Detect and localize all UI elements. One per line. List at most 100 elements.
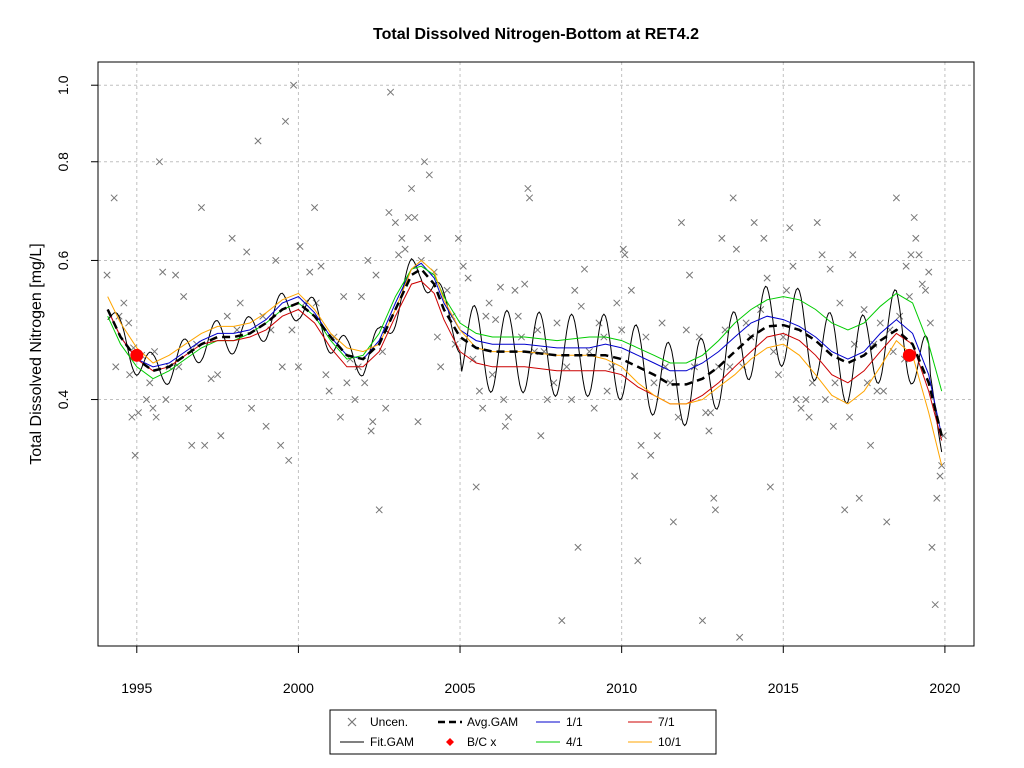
data-point [361, 379, 369, 387]
data-point [729, 194, 737, 202]
data-point [525, 194, 534, 202]
data-point [553, 319, 561, 327]
uncensored-points [103, 81, 947, 641]
data-point [236, 299, 244, 307]
x-tick-label: 2015 [768, 680, 799, 696]
data-point [537, 432, 545, 440]
legend-s7: 7/1 [628, 715, 675, 729]
data-point [485, 299, 493, 307]
data-point [433, 333, 441, 341]
data-point [395, 251, 403, 259]
fit-gam-line [107, 257, 943, 453]
data-point [437, 363, 445, 371]
data-point [391, 219, 399, 227]
data-point [306, 268, 314, 276]
data-point [357, 293, 365, 301]
data-point [272, 256, 280, 264]
data-point [375, 506, 383, 514]
data-point [172, 271, 180, 279]
data-point [311, 204, 319, 212]
data-point [879, 387, 888, 395]
data-point [152, 413, 160, 421]
data-point [521, 280, 529, 288]
data-point [155, 158, 163, 166]
legend-fit-gam-label: Fit.GAM [370, 735, 414, 749]
data-point [420, 158, 429, 166]
data-point [813, 219, 821, 227]
data-point [201, 441, 209, 449]
data-point [876, 319, 884, 327]
legend-bc: B/C x [446, 735, 496, 749]
avg-gam-line-group [106, 267, 943, 436]
data-point [262, 422, 270, 430]
data-point [563, 363, 571, 371]
data-point [789, 262, 797, 270]
data-point [736, 633, 744, 641]
series-line-s4 [107, 265, 943, 392]
data-point [627, 286, 635, 294]
data-point [472, 483, 480, 491]
data-point [294, 363, 302, 371]
data-point [524, 184, 532, 193]
data-point [149, 404, 157, 412]
fit-gam-line-group [107, 257, 943, 453]
data-point [590, 404, 598, 412]
data-point [131, 451, 139, 459]
data-point [574, 543, 582, 551]
data-point [214, 371, 222, 379]
data-point [247, 404, 256, 412]
data-point [926, 319, 934, 327]
chart-title: Total Dissolved Nitrogen-Bottom at RET4.… [373, 26, 699, 43]
data-point [867, 441, 875, 449]
data-point [718, 234, 726, 242]
data-point [398, 234, 406, 242]
data-point [912, 234, 920, 242]
data-point [411, 213, 419, 222]
data-point [571, 286, 579, 294]
data-point [496, 283, 504, 291]
data-point [112, 363, 120, 371]
data-point [454, 234, 462, 242]
data-point [492, 316, 500, 324]
data-point [500, 395, 508, 404]
data-point [826, 265, 834, 273]
data-point [836, 299, 844, 307]
data-point [511, 286, 519, 294]
data-point [207, 375, 215, 383]
data-point [459, 262, 467, 270]
data-point [873, 387, 881, 395]
data-point [146, 379, 154, 387]
data-point [896, 312, 904, 320]
axes: 1995 2000 2005 2010 2015 2020 0.4 0.6 0.8 1.0 [55, 75, 961, 696]
x-tick-label: 2000 [283, 680, 314, 696]
data-point [103, 271, 111, 279]
legend-uncen-label: Uncen. [370, 715, 408, 729]
data-point [647, 451, 655, 459]
data-point [125, 319, 133, 327]
legend-s1: 1/1 [536, 715, 583, 729]
data-point [367, 427, 375, 435]
bc-points [130, 348, 916, 362]
data-point [677, 219, 686, 227]
data-point [658, 319, 666, 327]
data-point [369, 418, 377, 426]
data-point [317, 262, 325, 270]
data-point [180, 293, 188, 301]
data-point [905, 293, 913, 301]
data-point [126, 371, 134, 379]
data-point [863, 379, 871, 387]
data-point [243, 248, 251, 256]
x-tick-label: 2005 [444, 680, 475, 696]
data-point [351, 395, 359, 404]
legend-fit-gam: Fit.GAM [340, 735, 414, 749]
data-point [637, 441, 645, 449]
data-point [613, 299, 621, 307]
data-point [277, 441, 285, 449]
data-point [482, 312, 490, 320]
data-point [543, 395, 551, 404]
data-point [732, 245, 740, 253]
data-point [278, 363, 286, 371]
data-point [711, 506, 719, 514]
